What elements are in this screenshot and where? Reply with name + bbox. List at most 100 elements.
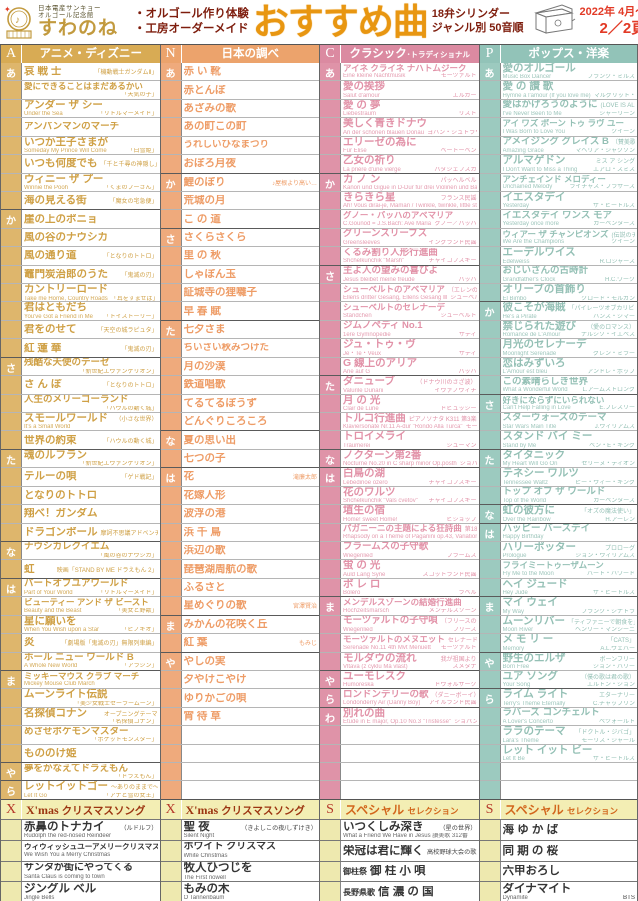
song-cell: アイ ワズ ボーン トゥ ラヴ ユー I Was Born to Love You… [501, 118, 638, 135]
song-composer-note: ライチャス・ブラザーズ [569, 183, 635, 190]
song-cell: 荒城の月 [182, 192, 320, 209]
song-row: 花のワルツ Shchelkunchik "Vals cvetov" チャイコフスキー [320, 485, 479, 505]
song-title: 別れの曲 [343, 707, 385, 719]
kana-group-label [479, 118, 501, 136]
song-cell: もののけ姫 [22, 745, 160, 762]
kana-group-label [320, 99, 341, 118]
kana-group-label [320, 228, 341, 247]
song-subtitle: O Tannenbaum [183, 895, 225, 901]
song-cell: 月光のセレナーデ Moonlight Serenade グレン・ミラー [501, 339, 638, 356]
song-cell [182, 763, 320, 780]
kana-group-label: や [160, 652, 182, 670]
song-source-note: 「CATS」 [607, 638, 635, 645]
column-letter: C [320, 45, 341, 63]
song-title: 虹の彼方に [502, 505, 556, 517]
song-title: 愛にできることはまだあるかい [24, 82, 143, 92]
kana-group-label [479, 468, 501, 486]
kana-group-label [160, 99, 182, 118]
kana-group-label [320, 357, 341, 376]
song-title: 海の見える街 [24, 195, 87, 207]
song-cell: アンダー ザ シー Under the Sea 「リトルマーメイド」 [22, 100, 160, 117]
song-composer-note: 「新世紀エヴァンゲリオン」 [79, 368, 158, 375]
song-cell: ムーンリバー 「ティファニーで朝食を」 Moon River ヘンリー・マンシーニ [501, 616, 638, 633]
song-cell: 恋はみずいろ L'Amour est bleu アンドレ・ポップ [501, 358, 638, 375]
song-title: カントリーロード [24, 284, 108, 296]
kana-group-label [1, 376, 22, 394]
song-cell: ハッピー バースデイ Happy Birthday [501, 524, 638, 541]
song-cell: 君はともだち You've Got a Friend in Me 「トイストーリー」 [22, 303, 160, 320]
song-composer-note: バート・ハワード [586, 570, 635, 577]
song-cell: フライミートゥーザムーン Fly Me to the Moon バート・ハワード [501, 560, 638, 577]
song-source-note: 「ドクトル・ジバゴ」 [575, 730, 635, 737]
song-cell: もみの木 O Tannenbaum [182, 882, 320, 901]
kana-group-label: な [479, 505, 501, 523]
song-row: おじいさんの古時計 Grandfather's Clock H.C.ワーク [479, 264, 637, 284]
song-row: あ哀 戦 士 「機動戦士ガンダムⅡ」 [1, 63, 160, 81]
song-cell: 好きにならずにいられない Can't Help Falling in Love E.… [501, 395, 638, 412]
date-page-block: 2022年 4月～ 2／2頁 [580, 6, 638, 37]
song-cell: きらきら星 フランス民謡 Ah! Vous dirai-je, Maman / Tw… [341, 192, 479, 209]
kana-group-label [1, 726, 22, 744]
song-cell: ちいさい秋みつけた [182, 339, 320, 356]
song-row: まミッキーマウス クラブ マーチ Mickey Mouse Club March [1, 669, 160, 689]
song-row: 愛 の 讃 歌 Hymne à l'amour (If you love me) マ… [479, 80, 637, 99]
column-header: C クラシック･トラディショナル [320, 45, 479, 63]
song-title: ドラゴンボール [24, 526, 98, 538]
song-cell: 崖の上のポニョ [22, 210, 160, 227]
song-cell: しゃぼん玉 [182, 266, 320, 283]
song-row: トップ オブ ザ ワールド Top of the World カーペンターズ [479, 485, 637, 505]
song-row: 紅 葉 もみじ [160, 633, 319, 652]
song-cell: 人生のメリーゴーランド 「ハウルの動く城」 [22, 395, 160, 412]
subtitle-line1: 18弁シリンダー [431, 8, 511, 21]
kana-group-label [160, 820, 182, 840]
song-row: となりのトトロ [1, 485, 160, 505]
song-source-note: プロローグ [604, 545, 635, 552]
song-cell: 証城寺の狸囃子 [182, 284, 320, 301]
song-row [160, 762, 320, 781]
song-subtitle: Memory [502, 645, 525, 652]
song-subtitle: A Lover's Concerto [502, 718, 554, 725]
song-title: ライム ライト [502, 689, 569, 701]
song-source-note: 「天空の城ラピュタ」 [97, 328, 158, 335]
song-title: ロンドンデリーの歌 [343, 689, 429, 700]
song-composer-note: チャイコフスキー [428, 498, 477, 505]
special-section-subtitle: クリスマスソング [221, 805, 305, 817]
kana-group-label [160, 597, 182, 615]
kana-group-label [479, 670, 501, 689]
kana-group-label: わ [320, 707, 341, 726]
song-source-note: セレナードNo.11 第4楽章 [447, 637, 477, 644]
kana-group-label: ら [320, 689, 341, 707]
song-subtitle: You've Got a Friend in Me [24, 313, 93, 320]
song-subtitle: Shchelkunchik "Vals cvetov" [343, 498, 418, 505]
song-subtitle: Humoreska [343, 682, 374, 689]
song-row: なノクターン第2番 Nocturne No.20 in C sharp minor… [320, 448, 479, 468]
song-cell: どんぐりころころ [182, 413, 320, 430]
song-cell: 彼こそが海賊「パイレーツオブカリビアン」 He's a Pirate ハンス・ジマー [501, 303, 638, 320]
song-prefix: 御柱祭 [343, 867, 367, 877]
song-cell: いつも何度でも 「千と千尋の神隠し」 [22, 155, 160, 172]
song-title: 鯉のぼり [183, 176, 226, 188]
song-title: さくらさくら [183, 232, 247, 243]
song-source-note: もみじ [298, 641, 317, 648]
song-title: ムーンリバー [502, 615, 565, 627]
kana-group-label [1, 431, 22, 449]
kana-group-label [320, 560, 341, 578]
song-row: らロンドンデリーの歌 （ダニーボーイ） Londonderry Air (Danny… [320, 688, 479, 707]
kana-group-label [320, 247, 341, 265]
song-row: こ の 道 [160, 209, 319, 228]
kana-group-label [1, 118, 22, 136]
song-composer-note: 「くまのプーさん」 [103, 184, 158, 191]
kana-group-label [1, 882, 22, 901]
song-title: 里 の 秋 [183, 250, 221, 262]
song-cell: 七夕さま [182, 321, 320, 338]
song-composer-note: ハンス・ジマー [593, 313, 635, 320]
song-cell: 浜辺の歌 [182, 542, 320, 559]
song-title: 海 ゆ か ば [502, 823, 559, 836]
song-composer-note: 「ハウルの動く城」 [103, 405, 158, 412]
song-cell: ジュ・トゥ・ヴ Je・Te・Veux サティ [341, 339, 479, 356]
song-cell: あざみの歌 [182, 100, 320, 117]
song-subtitle: Edelweiss [502, 258, 530, 265]
song-composer-note: ショパン [459, 461, 477, 468]
song-title: タイタニック [502, 449, 566, 461]
song-row: いつくしみ深き （星の世界） What a Friend We Have in Je… [320, 819, 479, 840]
